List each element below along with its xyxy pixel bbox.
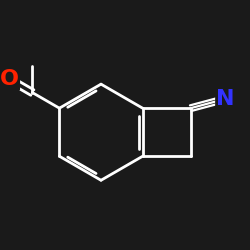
Text: N: N	[216, 89, 235, 109]
Text: O: O	[0, 69, 19, 89]
